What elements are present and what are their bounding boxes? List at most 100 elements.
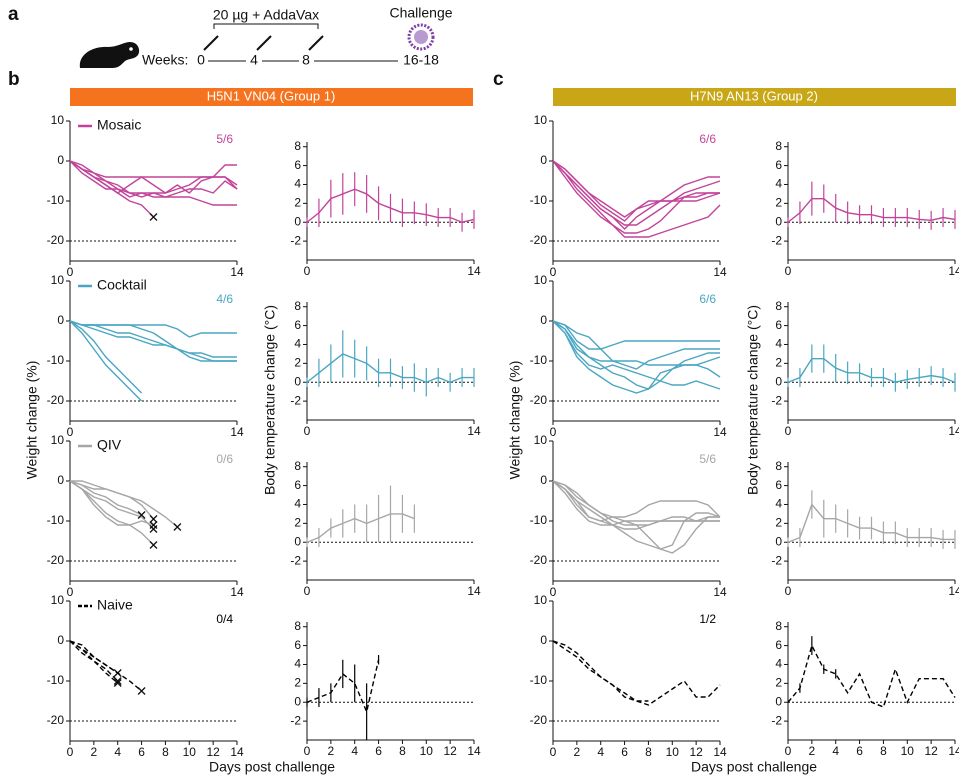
- x-tick-label: 10: [901, 744, 915, 758]
- dose-label: 20 µg + AddaVax: [213, 7, 319, 23]
- y-tick-label: -2: [771, 713, 782, 727]
- y-tick-label: 10: [51, 433, 65, 447]
- mean-line: [306, 513, 415, 543]
- y-tick-label: 10: [534, 593, 548, 607]
- y-tick-label: -2: [771, 553, 782, 567]
- animal-line: [69, 320, 143, 394]
- y-tick-label: 10: [51, 273, 65, 287]
- y-tick-label: 4: [294, 337, 301, 351]
- x-tick-label: 12: [689, 745, 703, 759]
- y-tick-label: 2: [775, 196, 782, 210]
- y-tick-label: 10: [51, 593, 65, 607]
- animal-line: [69, 640, 143, 692]
- x-tick-label: 0: [785, 744, 792, 758]
- animal-line: [552, 320, 720, 394]
- y-tick-label: 0: [294, 694, 301, 708]
- y-tick-label: -10: [47, 353, 65, 367]
- animal-line: [552, 160, 720, 234]
- y-tick-label: -2: [290, 393, 301, 407]
- x-tick-label: 12: [924, 744, 938, 758]
- y-tick-label: -20: [530, 713, 548, 727]
- death-marker: [113, 677, 122, 685]
- x-tick-label: 2: [328, 744, 335, 758]
- challenge-label: Challenge: [389, 5, 452, 21]
- y-tick-label: 2: [775, 356, 782, 370]
- x-tick-label: 12: [206, 745, 220, 759]
- animal-line: [552, 160, 721, 238]
- panel-letter: a: [8, 4, 19, 25]
- y-tick-label: 6: [294, 478, 301, 492]
- y-axis-title: Weight change (%): [24, 361, 40, 480]
- y-tick-label: 10: [51, 113, 65, 127]
- survival-label: 5/6: [699, 452, 716, 466]
- y-tick-label: 0: [540, 313, 547, 327]
- y-tick-label: 2: [294, 356, 301, 370]
- survival-label: 1/2: [699, 612, 716, 626]
- death-marker: [113, 679, 122, 687]
- animal-line: [552, 480, 721, 518]
- death-marker: [173, 523, 182, 531]
- x-tick-label: 0: [550, 745, 557, 759]
- legend-label: Cocktail: [97, 277, 147, 293]
- y-tick-label: -10: [47, 513, 65, 527]
- dose-bracket: [213, 23, 319, 29]
- x-tick-label: 4: [597, 745, 604, 759]
- x-tick-label: 0: [550, 265, 557, 279]
- y-tick-label: 4: [775, 657, 782, 671]
- y-tick-label: 2: [775, 516, 782, 530]
- x-tick-label: 12: [443, 744, 457, 758]
- animal-line: [70, 480, 178, 528]
- mean-line: [306, 353, 474, 383]
- animal-line: [552, 320, 720, 370]
- survival-label: 0/4: [216, 612, 233, 626]
- x-tick-label: 0: [67, 745, 74, 759]
- y-tick-label: 8: [294, 619, 301, 633]
- y-tick-label: -20: [47, 553, 65, 567]
- death-marker: [137, 687, 146, 695]
- week: 8: [302, 52, 310, 68]
- y-axis-title: Weight change (%): [507, 361, 523, 480]
- x-tick-label: 14: [713, 265, 727, 279]
- animal-line: [69, 480, 142, 516]
- x-tick-label: 14: [230, 425, 244, 439]
- y-tick-label: 2: [294, 196, 301, 210]
- x-tick-label: 0: [67, 425, 74, 439]
- y-tick-label: 6: [294, 638, 301, 652]
- animal-line: [552, 160, 721, 218]
- animal-line: [552, 480, 720, 526]
- x-tick-label: 14: [467, 744, 481, 758]
- x-tick-label: 0: [785, 424, 792, 438]
- death-marker: [149, 213, 158, 221]
- animal-line: [69, 160, 238, 198]
- y-tick-label: -10: [530, 673, 548, 687]
- y-tick-label: 0: [57, 313, 64, 327]
- animal-line: [69, 480, 154, 526]
- x-tick-label: 6: [856, 744, 863, 758]
- x-tick-label: 14: [948, 584, 959, 598]
- y-tick-label: 6: [775, 158, 782, 172]
- x-tick-label: 4: [351, 744, 358, 758]
- y-tick-label: 0: [775, 214, 782, 228]
- y-tick-label: 2: [294, 676, 301, 690]
- y-tick-label: 0: [57, 153, 64, 167]
- x-tick-label: 0: [550, 425, 557, 439]
- y-tick-label: 6: [294, 158, 301, 172]
- y-tick-label: -20: [47, 713, 65, 727]
- y-tick-label: -2: [290, 713, 301, 727]
- x-tick-label: 14: [948, 424, 959, 438]
- x-tick-label: 8: [399, 744, 406, 758]
- animal-line: [69, 320, 237, 362]
- animal-line: [69, 160, 154, 218]
- animal-line: [69, 640, 119, 684]
- y-tick-label: 0: [57, 633, 64, 647]
- x-tick-label: 2: [91, 745, 98, 759]
- y-tick-label: 0: [294, 534, 301, 548]
- y-tick-label: 10: [534, 113, 548, 127]
- x-tick-label: 6: [138, 745, 145, 759]
- y-tick-label: 0: [540, 153, 547, 167]
- y-tick-label: -10: [530, 353, 548, 367]
- x-tick-label: 14: [467, 424, 481, 438]
- x-tick-label: 8: [162, 745, 169, 759]
- x-tick-label: 0: [785, 264, 792, 278]
